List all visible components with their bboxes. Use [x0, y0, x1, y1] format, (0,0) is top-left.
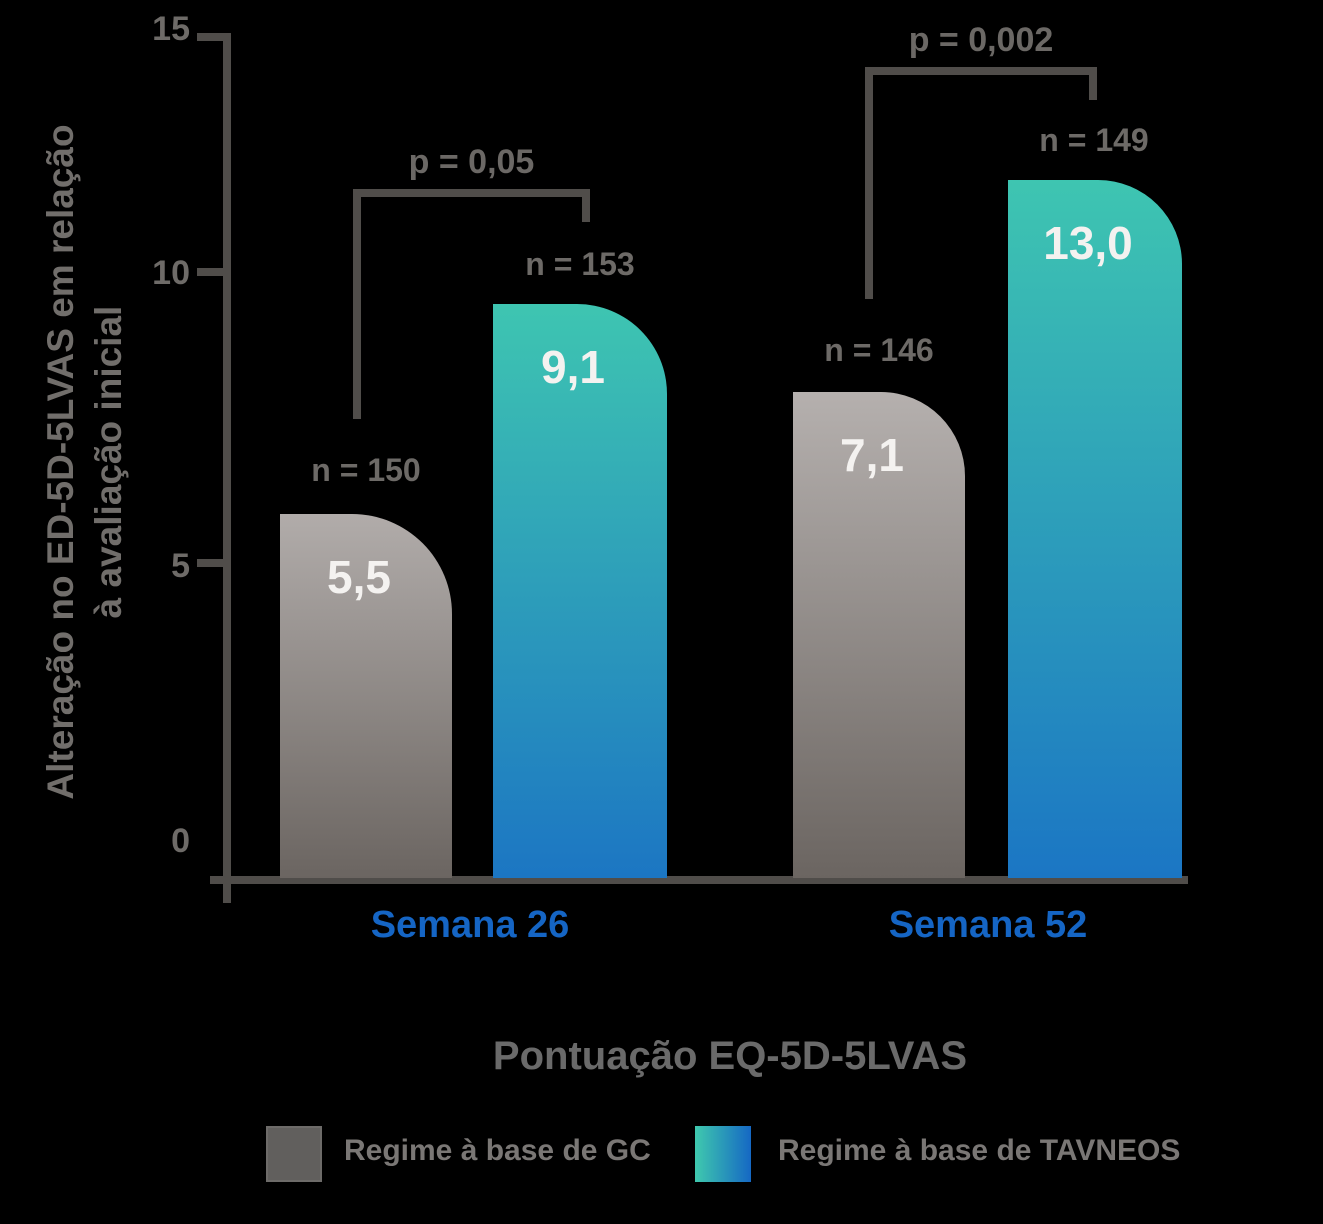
x-group-label-semana26: Semana 26	[370, 904, 570, 946]
bar-gc-semana52: 7,1	[793, 392, 965, 878]
y-tick-label-5: 5	[171, 547, 190, 585]
bar-gc-semana26: 5,5	[280, 514, 452, 878]
p-bracket-semana52-left-arm	[865, 67, 873, 299]
y-tick-mark-5	[197, 559, 223, 567]
n-label-gc-semana52: n = 146	[824, 332, 934, 368]
n-label-gc-semana26: n = 150	[311, 452, 421, 488]
bar-value-tavneos-semana26: 9,1	[541, 341, 605, 393]
x-axis-line	[210, 876, 1188, 884]
bar-value-tavneos-semana52: 13,0	[1043, 217, 1133, 269]
p-bracket-semana26-horizontal	[353, 189, 590, 197]
y-tick-mark-15	[197, 33, 223, 41]
chart-title: Pontuação EQ-5D-5LVAS	[492, 1034, 968, 1078]
p-bracket-semana26-right-arm	[582, 189, 590, 222]
y-tick-mark-10	[197, 268, 223, 276]
legend-label-gc: Regime à base de GC	[344, 1134, 651, 1167]
y-axis-title-line2: à avaliação inicial	[88, 305, 129, 619]
bar-value-gc-semana52: 7,1	[840, 429, 904, 481]
legend-swatch-tavneos	[695, 1126, 751, 1182]
p-value-semana52: p = 0,002	[908, 21, 1054, 59]
legend-label-tavneos: Regime à base de TAVNEOS	[778, 1134, 1181, 1167]
p-value-semana26: p = 0,05	[408, 143, 535, 181]
x-group-label-semana52: Semana 52	[888, 904, 1088, 946]
p-bracket-semana26-left-arm	[353, 189, 361, 419]
bar-tavneos-semana52: 13,0	[1008, 180, 1182, 878]
y-axis-title-line1: Alteração no ED-5D-5LVAS em relação	[40, 124, 81, 800]
n-label-tavneos-semana52: n = 149	[1039, 122, 1149, 158]
n-label-tavneos-semana26: n = 153	[525, 246, 635, 282]
bar-tavneos-semana26: 9,1	[493, 304, 667, 878]
y-axis-line	[223, 33, 231, 903]
legend-swatch-gc	[266, 1126, 322, 1182]
p-bracket-semana52-right-arm	[1089, 67, 1097, 100]
bar-value-gc-semana26: 5,5	[327, 551, 391, 603]
p-bracket-semana52-horizontal	[865, 67, 1097, 75]
y-tick-label-10: 10	[152, 254, 190, 292]
y-tick-label-0: 0	[171, 822, 190, 860]
y-tick-label-15: 15	[152, 10, 190, 48]
y-axis-title: Alteração no ED-5D-5LVAS em relação à av…	[37, 57, 133, 867]
